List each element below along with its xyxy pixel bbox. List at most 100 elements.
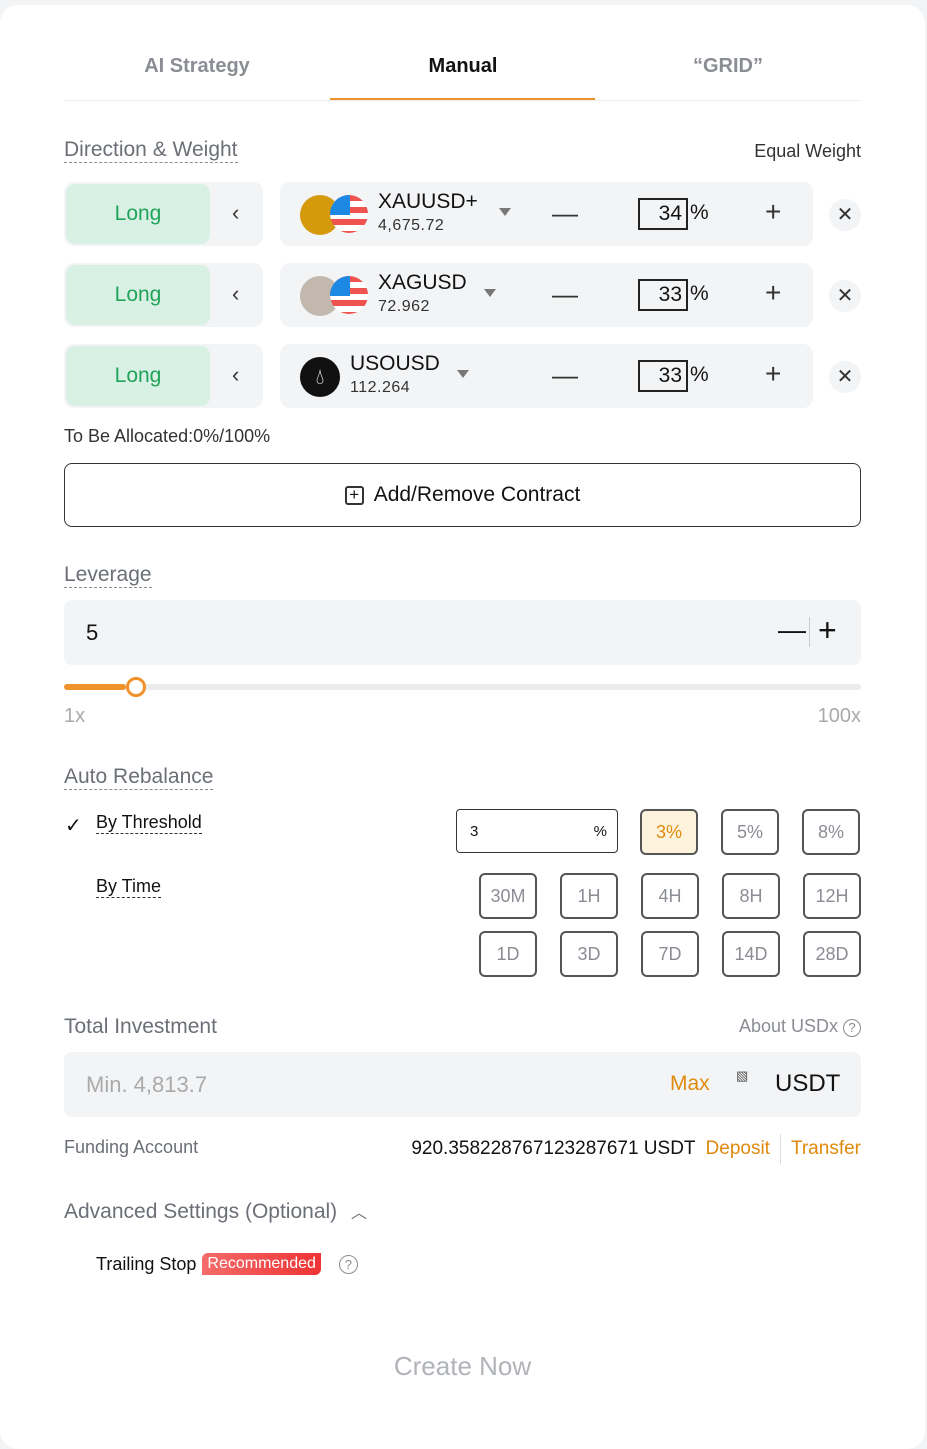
max-button[interactable]: Max — [670, 1072, 710, 1095]
direction-weight-title: Direction & Weight — [64, 138, 238, 163]
deposit-link[interactable]: Deposit — [705, 1138, 770, 1159]
increase-weight-button[interactable]: + — [765, 277, 782, 308]
leverage-value[interactable]: 5 — [86, 620, 99, 645]
threshold-value[interactable]: 3 — [470, 823, 479, 840]
check-icon[interactable]: ✓ — [65, 815, 82, 837]
time-option-7d[interactable]: 7D — [641, 931, 699, 977]
price: 112.264 — [350, 379, 411, 396]
threshold-input[interactable]: 3 % — [456, 809, 618, 853]
symbol[interactable]: XAUUSD+ — [378, 190, 478, 213]
transfer-link[interactable]: Transfer — [790, 1138, 861, 1159]
about-usdx-label[interactable]: About USDx — [738, 1016, 838, 1036]
divider — [809, 617, 810, 647]
price: 4,675.72 — [378, 217, 445, 234]
help-icon[interactable]: ? — [338, 1254, 358, 1274]
tab-ai-strategy[interactable]: AI Strategy — [144, 55, 250, 77]
leverage-min-label: 1x — [64, 705, 86, 727]
weight-input[interactable]: 34 — [638, 198, 688, 230]
remove-contract-button[interactable]: ✕ — [829, 280, 861, 312]
tab-grid[interactable]: “GRID” — [693, 55, 763, 77]
direction-toggle[interactable]: Long ‹ — [64, 182, 263, 246]
threshold-option-5[interactable]: 5% — [721, 809, 779, 855]
time-option-14d[interactable]: 14D — [722, 931, 780, 977]
decrease-weight-button[interactable]: — — [552, 360, 578, 390]
percent-label: % — [690, 363, 709, 386]
funding-account-label: Funding Account — [64, 1137, 199, 1157]
percent-label: % — [690, 282, 709, 305]
tab-divider — [64, 100, 861, 101]
auto-rebalance-title: Auto Rebalance — [64, 765, 214, 790]
usd-flag-icon — [330, 195, 368, 233]
contract-row: XAGUSD 72.962 — 33 % + — [280, 263, 813, 327]
help-icon[interactable]: ? — [843, 1019, 861, 1037]
trailing-stop-label[interactable]: Trailing Stop — [96, 1253, 197, 1274]
total-investment-title: Total Investment — [64, 1015, 217, 1038]
contract-row: XAUUSD+ 4,675.72 — 34 % + — [280, 182, 813, 246]
chevron-left-icon[interactable]: ‹ — [232, 362, 240, 387]
leverage-input[interactable]: 5 — + — [64, 600, 861, 665]
weight-input[interactable]: 33 — [638, 279, 688, 311]
time-option-28d[interactable]: 28D — [803, 931, 861, 977]
create-now-button[interactable]: Create Now — [393, 1351, 532, 1381]
allocation-status: To Be Allocated:0%/100% — [64, 426, 271, 446]
threshold-option-3[interactable]: 3% — [640, 809, 698, 855]
threshold-option-8[interactable]: 8% — [802, 809, 860, 855]
long-label[interactable]: Long — [66, 184, 210, 244]
divider — [779, 1134, 781, 1164]
dropdown-caret-icon[interactable] — [484, 289, 496, 297]
symbol[interactable]: USOUSD — [350, 352, 440, 375]
about-usdx-link[interactable]: About USDx ? — [739, 1016, 861, 1037]
symbol[interactable]: XAGUSD — [378, 271, 467, 294]
trailing-stop-row: Trailing Stop Recommended ? — [96, 1253, 358, 1275]
long-label[interactable]: Long — [66, 346, 210, 406]
advanced-settings-title[interactable]: Advanced Settings (Optional) — [64, 1200, 338, 1223]
by-threshold-option[interactable]: By Threshold — [96, 812, 202, 834]
leverage-slider[interactable] — [64, 677, 861, 697]
time-option-8h[interactable]: 8H — [722, 873, 780, 919]
funding-balance: 920.35822876712328767​1 USDT — [411, 1138, 696, 1159]
remove-contract-button[interactable]: ✕ — [829, 361, 861, 393]
by-time-option[interactable]: By Time — [96, 876, 162, 898]
decrease-leverage-button[interactable]: — — [778, 614, 806, 645]
decrease-weight-button[interactable]: — — [552, 198, 578, 228]
active-tab-indicator — [330, 98, 595, 100]
percent-label: % — [690, 201, 709, 224]
equal-weight-button[interactable]: Equal Weight — [754, 141, 861, 161]
add-remove-label: Add/Remove Contract — [373, 483, 581, 506]
time-option-4h[interactable]: 4H — [641, 873, 699, 919]
chevron-up-icon[interactable]: ︿ — [351, 1205, 368, 1222]
oil-drop-icon: 💧︎ — [300, 357, 340, 397]
leverage-max-label: 100x — [817, 705, 861, 727]
decrease-weight-button[interactable]: — — [552, 279, 578, 309]
time-option-1d[interactable]: 1D — [479, 931, 537, 977]
investment-input[interactable]: Min. 4,813.7 Max ▧ USDT — [64, 1052, 861, 1117]
chevron-left-icon[interactable]: ‹ — [232, 200, 240, 225]
price: 72.962 — [378, 298, 430, 315]
dropdown-caret-icon[interactable] — [457, 370, 469, 378]
direction-toggle[interactable]: Long ‹ — [64, 263, 263, 327]
direction-toggle[interactable]: Long ‹ — [64, 344, 263, 408]
investment-placeholder[interactable]: Min. 4,813.7 — [86, 1072, 208, 1097]
advanced-settings-toggle[interactable]: Advanced Settings (Optional) ︿ — [64, 1199, 367, 1224]
threshold-unit: % — [593, 823, 607, 840]
leverage-title: Leverage — [64, 563, 152, 588]
dropdown-caret-icon[interactable] — [499, 208, 511, 216]
increase-leverage-button[interactable]: + — [818, 612, 837, 648]
funding-actions: 920.35822876712328767​1 USDT Deposit Tra… — [411, 1134, 861, 1164]
long-label[interactable]: Long — [66, 265, 210, 325]
chevron-left-icon[interactable]: ‹ — [232, 281, 240, 306]
tab-manual[interactable]: Manual — [428, 55, 498, 77]
remove-contract-button[interactable]: ✕ — [829, 199, 861, 231]
increase-weight-button[interactable]: + — [765, 358, 782, 389]
time-option-3d[interactable]: 3D — [560, 931, 618, 977]
time-option-1h[interactable]: 1H — [560, 873, 618, 919]
plus-square-icon: + — [344, 485, 364, 505]
time-option-12h[interactable]: 12H — [803, 873, 861, 919]
weight-input[interactable]: 33 — [638, 360, 688, 392]
add-remove-contract-button[interactable]: + Add/Remove Contract — [64, 463, 861, 527]
time-option-30m[interactable]: 30M — [479, 873, 537, 919]
increase-weight-button[interactable]: + — [765, 196, 782, 227]
usd-flag-icon — [330, 276, 368, 314]
contract-row: 💧︎ USOUSD 112.264 — 33 % + — [280, 344, 813, 408]
leverage-slider-handle[interactable] — [126, 677, 147, 697]
